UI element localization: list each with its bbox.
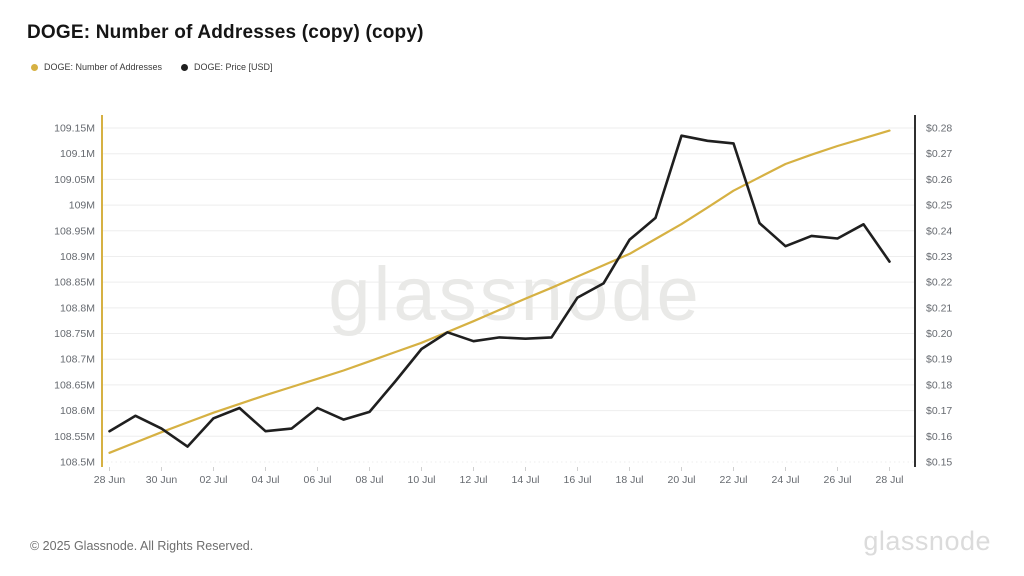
legend-item-addresses[interactable]: DOGE: Number of Addresses [31,62,162,72]
x-axis-tick-label: 12 Jul [459,474,487,486]
right-axis-tick-label: $0.24 [926,225,952,237]
right-axis-tick-label: $0.16 [926,431,952,443]
left-axis-tick-label: 108.65M [54,379,95,391]
left-axis-tick-label: 108.7M [60,354,95,366]
x-axis-tick-label: 16 Jul [563,474,591,486]
left-axis-tick-label: 109.1M [60,148,95,160]
left-axis-tick-label: 109.15M [54,123,95,135]
right-axis-tick-label: $0.21 [926,302,952,314]
x-axis-tick-label: 08 Jul [355,474,383,486]
x-axis-tick-label: 22 Jul [719,474,747,486]
left-axis-tick-label: 108.5M [60,457,95,469]
right-axis-tick-label: $0.15 [926,457,952,469]
x-axis-tick-label: 14 Jul [511,474,539,486]
x-axis-tick-label: 10 Jul [407,474,435,486]
legend-label-price: DOGE: Price [USD] [194,62,273,72]
x-axis-tick-label: 26 Jul [823,474,851,486]
x-axis-tick-label: 02 Jul [199,474,227,486]
x-axis-tick-label: 28 Jun [94,474,126,486]
x-axis-tick-label: 06 Jul [303,474,331,486]
page-title: DOGE: Number of Addresses (copy) (copy) [27,22,424,43]
copyright-text: © 2025 Glassnode. All Rights Reserved. [30,539,254,553]
x-axis-tick-label: 28 Jul [875,474,903,486]
right-axis-tick-label: $0.25 [926,200,952,212]
glassnode-logo: glassnode [863,526,991,556]
left-axis-tick-label: 109M [69,200,95,212]
left-axis-tick-label: 108.8M [60,302,95,314]
price-line [108,134,891,448]
legend-label-addresses: DOGE: Number of Addresses [44,62,163,72]
x-axis-tick-label: 04 Jul [251,474,279,486]
right-axis-tick-label: $0.26 [926,174,952,186]
right-axis-tick-label: $0.23 [926,251,952,263]
price-series-dot-icon [181,63,189,71]
x-axis-tick-label: 30 Jun [146,474,178,486]
x-axis-tick-label: 24 Jul [771,474,799,486]
left-axis-tick-label: 108.75M [54,328,95,340]
right-axis-tick-label: $0.28 [926,123,952,135]
glassnode-watermark: glassnode [328,252,702,337]
legend: DOGE: Number of Addresses DOGE: Price [U… [31,62,273,72]
left-axis-tick-label: 109.05M [54,174,95,186]
right-axis-tick-label: $0.18 [926,379,952,391]
left-axis-tick-label: 108.55M [54,431,95,443]
legend-item-price[interactable]: DOGE: Price [USD] [181,62,273,72]
right-axis-tick-label: $0.22 [926,277,952,289]
left-axis-tick-label: 108.85M [54,277,95,289]
right-axis-tick-label: $0.20 [926,328,952,340]
left-axis-tick-label: 108.6M [60,405,95,417]
x-axis-tick-label: 20 Jul [667,474,695,486]
right-axis-tick-label: $0.19 [926,354,952,366]
right-axis-tick-label: $0.17 [926,405,952,417]
addresses-series-dot-icon [31,63,38,71]
x-axis-tick-label: 18 Jul [615,474,643,486]
left-axis-tick-label: 108.9M [60,251,95,263]
left-axis-tick-label: 108.95M [54,225,95,237]
addresses-line [108,129,891,454]
right-axis-tick-label: $0.27 [926,148,952,160]
